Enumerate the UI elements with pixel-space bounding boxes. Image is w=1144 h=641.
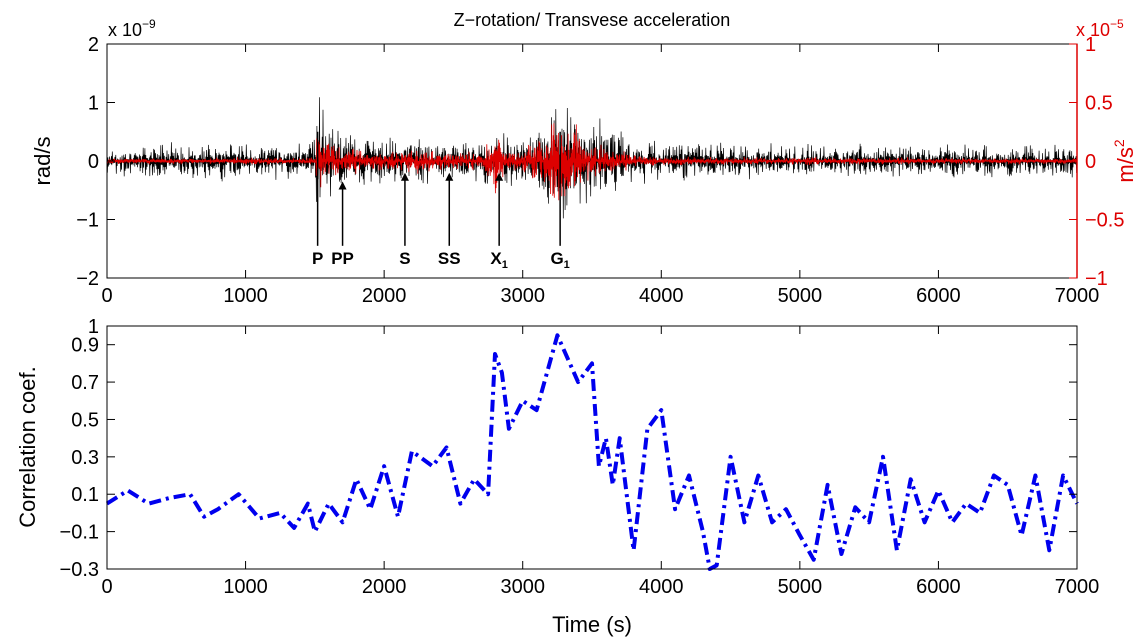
- right-tick-label: 0.5: [1085, 93, 1113, 115]
- x-tick-label: 3000: [500, 576, 545, 598]
- left-tick-label: 0: [88, 151, 99, 173]
- left-axis-label: rad/s: [30, 137, 55, 186]
- correlation-y-ticks: 10.9 0.7 0.5 0.3 0.1 −0.1 −0.3: [60, 316, 1077, 581]
- y-tick-label: 0.3: [71, 447, 99, 469]
- x-tick-label: 0: [101, 576, 112, 598]
- x-tick-label: 5000: [778, 285, 823, 307]
- chart-title: Z−rotation/ Transvese acceleration: [454, 10, 731, 30]
- transverse-acceleration-trace: [106, 123, 1078, 201]
- y-tick-label: 0.9: [71, 335, 99, 357]
- phase-arrow-head: [445, 172, 454, 181]
- x-tick-label: 0: [101, 285, 112, 307]
- right-axis-multiplier: x 10−5: [1076, 17, 1124, 40]
- right-tick-label: −1: [1085, 268, 1108, 290]
- seismogram-panel: 0 1000 2000 3000 4000 5000 6000 7000 210−1−2 10…: [30, 10, 1138, 307]
- y-tick-label: 0.5: [71, 409, 99, 431]
- x-tick-label: 2000: [362, 285, 407, 307]
- phase-arrow-head: [338, 181, 347, 190]
- right-tick-label: 0: [1085, 151, 1096, 173]
- phase-label: PP: [331, 249, 354, 268]
- correlation-series-line: [105, 333, 1079, 571]
- x-tick-label: 5000: [778, 576, 823, 598]
- phase-label: SS: [438, 249, 461, 268]
- phase-arrow-head: [495, 172, 504, 181]
- left-tick-label: 2: [88, 34, 99, 56]
- phase-label: G1: [550, 249, 569, 271]
- y-tick-label: 0.7: [71, 372, 99, 394]
- right-tick-label: −0.5: [1085, 210, 1124, 232]
- x-tick-label: 6000: [916, 285, 961, 307]
- seismogram-x-ticks: 0 1000 2000 3000 4000 5000 6000 7000: [101, 44, 1099, 307]
- x-axis-label: Time (s): [552, 612, 632, 637]
- x-tick-label: 4000: [639, 576, 684, 598]
- x-tick-label: 3000: [500, 285, 545, 307]
- x-tick-label: 4000: [639, 285, 684, 307]
- phase-label: S: [399, 249, 410, 268]
- seismogram-right-ticks: 1 0.5 0 −0.5 −1: [1069, 34, 1124, 290]
- phase-label: P: [312, 249, 323, 268]
- x-tick-label: 6000: [916, 576, 961, 598]
- y-tick-label: 1: [88, 316, 99, 338]
- left-tick-label: 1: [88, 93, 99, 115]
- right-tick-label: 1: [1085, 34, 1096, 56]
- correlation-plot-area: [105, 333, 1079, 571]
- right-axis-label: m/s2: [1111, 139, 1138, 182]
- x-tick-label: 7000: [1055, 285, 1100, 307]
- x-tick-label: 2000: [362, 576, 407, 598]
- phase-label: X1: [490, 249, 507, 271]
- left-tick-label: −2: [76, 268, 99, 290]
- correlation-frame: [106, 325, 1078, 570]
- correlation-panel: 0 1000 2000 3000 4000 5000 6000 7000 10.9 0.7 0.5…: [15, 316, 1099, 637]
- y-axis-label: Correlation coef.: [15, 366, 40, 527]
- seismogram-plot-area: [106, 97, 1078, 219]
- y-tick-label: −0.1: [60, 522, 99, 544]
- x-tick-label: 1000: [223, 285, 268, 307]
- y-tick-label: 0.1: [71, 484, 99, 506]
- correlation-x-ticks: 0 1000 2000 3000 4000 5000 6000 7000: [101, 326, 1099, 598]
- phase-arrow-head: [400, 172, 409, 181]
- left-axis-multiplier: x 10−9: [108, 17, 156, 40]
- x-tick-label: 1000: [223, 576, 268, 598]
- seismogram-left-ticks: 2 1 0 −1 −2: [76, 34, 115, 290]
- left-tick-label: −1: [76, 210, 99, 232]
- y-tick-label: −0.3: [60, 559, 99, 581]
- x-tick-label: 7000: [1055, 576, 1100, 598]
- phase-annotations: P PP S SS X1 G1: [312, 131, 570, 271]
